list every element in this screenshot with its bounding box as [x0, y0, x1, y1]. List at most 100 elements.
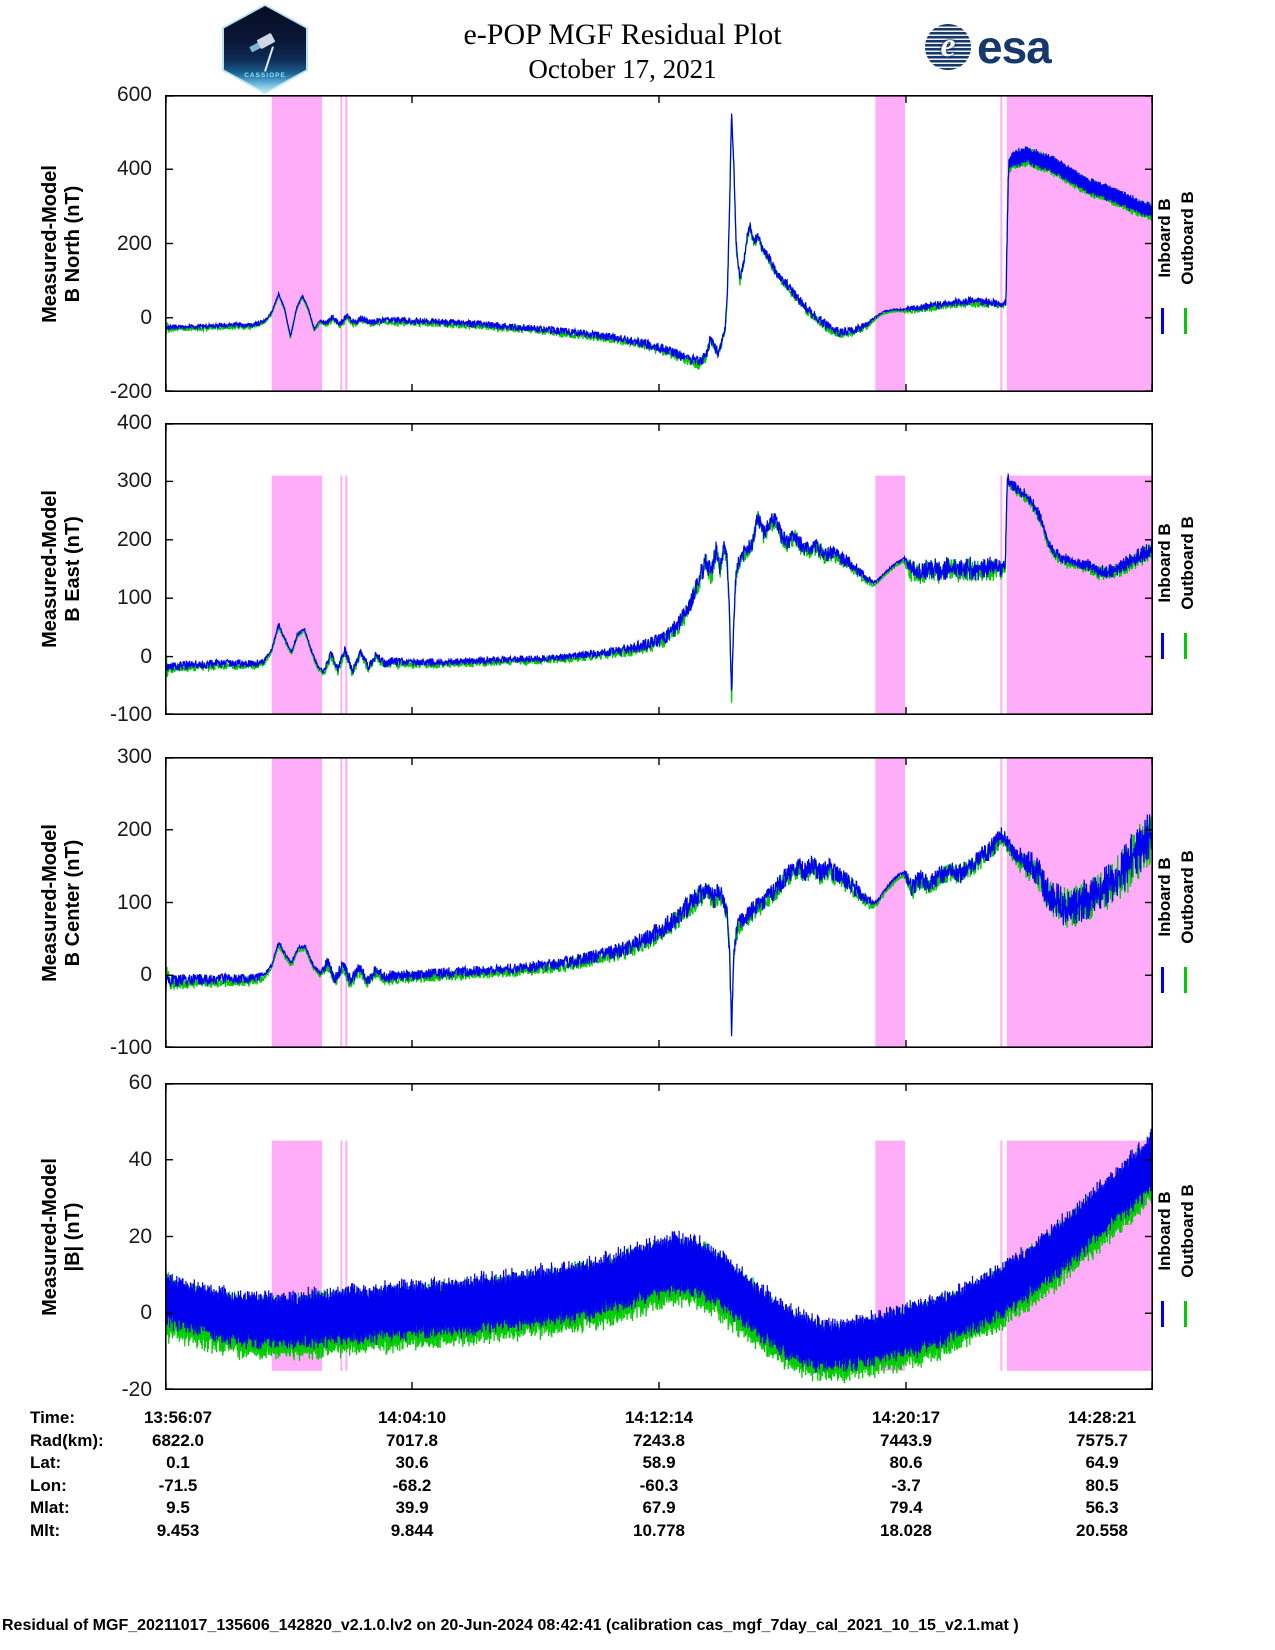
table-cell: -71.5	[158, 1475, 198, 1495]
page-subtitle: October 17, 2021	[528, 54, 717, 84]
quiet-interval-band	[345, 1140, 348, 1371]
y-tick-label: 400	[116, 411, 152, 434]
table-cell: 80.6	[889, 1453, 923, 1473]
legend-inboard-label: Inboard B	[1155, 523, 1174, 603]
ylabel-b-north: Measured-Model B North (nT)	[39, 165, 85, 323]
y-tick-label: 600	[116, 83, 152, 106]
y-tick-label: -100	[109, 1036, 152, 1059]
panel-b-east-plot	[165, 423, 1153, 715]
table-cell: 13:56:07	[143, 1408, 213, 1427]
ylabel-b-magnitude: Measured-Model |B| (nT)	[39, 1158, 85, 1316]
satellite-boom-icon	[264, 46, 274, 72]
legend-inboard-dash	[1161, 307, 1164, 334]
legend-outboard-label: Outboard B	[1178, 516, 1197, 610]
ylabel-line1: Measured-Model	[39, 1157, 61, 1316]
table-cell: -3.7	[891, 1475, 921, 1495]
y-tick-label: -20	[121, 1378, 152, 1401]
source-caption: Residual of MGF_20211017_135606_142820_v…	[2, 1617, 1019, 1634]
quiet-interval-band	[271, 757, 323, 1048]
table-cell: 7575.7	[1076, 1430, 1128, 1450]
panel-b-north-plot	[165, 95, 1153, 392]
table-row-label: Lon:	[30, 1475, 67, 1495]
ylabel-line2: B Center (nT)	[62, 839, 84, 966]
inboard-b-trace	[165, 1128, 1153, 1373]
legend-outboard-label: Outboard B	[1178, 1183, 1197, 1278]
legend-inboard-label: Inboard B	[1155, 197, 1174, 278]
quiet-interval-band	[875, 757, 906, 1048]
legend-outboard-dash	[1184, 307, 1187, 334]
legend-inboard-label: Inboard B	[1155, 856, 1174, 937]
table-cell: 56.3	[1085, 1498, 1119, 1518]
table-cell: 7243.8	[633, 1430, 685, 1450]
table-cell: 7017.8	[386, 1430, 438, 1450]
y-tick-label: 200	[116, 527, 152, 551]
esa-logo: e esa	[925, 20, 1052, 74]
y-tick-label: 60	[128, 1071, 152, 1094]
inboard-b-trace	[165, 814, 1153, 1037]
legend-outboard-dash	[1184, 1300, 1187, 1327]
legend-inboard-dash	[1161, 633, 1164, 659]
legend-inboard-dash	[1161, 966, 1164, 993]
quiet-interval-band	[340, 475, 343, 715]
table-cell: 14:20:17	[871, 1408, 941, 1427]
table-cell: 14:04:10	[377, 1408, 447, 1427]
y-tick-label: 40	[128, 1147, 152, 1171]
y-tick-label: 0	[140, 305, 152, 329]
table-cell: 39.9	[395, 1498, 429, 1518]
y-tick-label: 100	[116, 586, 152, 610]
table-row-label: Mlt:	[30, 1521, 61, 1540]
y-tick-label: -200	[109, 380, 152, 403]
quiet-interval-band	[345, 95, 348, 392]
table-cell: 0.1	[166, 1453, 190, 1473]
quiet-interval-band	[340, 95, 343, 392]
legend-inboard-label: Inboard B	[1155, 1190, 1174, 1271]
table-cell: 6822.0	[152, 1430, 204, 1450]
ylabel-line1: Measured-Model	[39, 490, 61, 648]
y-tick-label: 0	[140, 1301, 152, 1325]
table-cell: -60.3	[639, 1475, 679, 1495]
quiet-interval-band	[345, 475, 348, 715]
legend-outboard-dash	[1184, 633, 1187, 659]
esa-globe-icon: e	[925, 24, 971, 70]
cassiope-label: CASSIOPE	[244, 72, 286, 79]
table-cell: 9.5	[166, 1498, 190, 1518]
legend-inboard-dash	[1161, 1300, 1164, 1327]
table-cell: 79.4	[889, 1498, 923, 1518]
y-tick-label: 20	[128, 1224, 152, 1248]
quiet-interval-band	[340, 757, 343, 1048]
table-row-label: Mlat:	[30, 1498, 70, 1518]
table-row-label: Time:	[30, 1408, 76, 1427]
table-cell: 14:12:14	[624, 1408, 694, 1427]
y-tick-label: 0	[140, 963, 152, 987]
quiet-interval-band	[1000, 1140, 1003, 1371]
y-tick-label: -100	[109, 703, 152, 726]
y-tick-label: 0	[140, 644, 152, 668]
panel-b-magnitude-plot	[165, 1083, 1153, 1390]
table-cell: 14:28:21	[1067, 1408, 1137, 1427]
table-row-label: Lat:	[30, 1453, 62, 1473]
quiet-interval-band	[340, 1140, 343, 1371]
quiet-interval-band	[1000, 95, 1003, 392]
quiet-interval-band	[1006, 95, 1153, 392]
ylabel-line2: B East (nT)	[62, 516, 84, 622]
table-cell: 9.844	[390, 1521, 434, 1540]
table-cell: 20.558	[1076, 1521, 1128, 1540]
quiet-interval-band	[1006, 475, 1153, 715]
y-tick-label: 400	[116, 157, 152, 181]
legend-outboard-label: Outboard B	[1178, 849, 1197, 944]
quiet-interval-band	[1000, 475, 1003, 715]
table-cell: -68.2	[392, 1475, 432, 1495]
table-cell: 18.028	[880, 1521, 932, 1540]
legend-outboard-dash	[1184, 966, 1187, 993]
table-cell: 80.5	[1085, 1475, 1119, 1495]
ylabel-line2: |B| (nT)	[62, 1202, 84, 1271]
table-cell: 67.9	[642, 1498, 676, 1518]
panel-b-center-plot	[165, 757, 1153, 1048]
quiet-interval-band	[875, 95, 906, 392]
y-tick-label: 200	[116, 231, 152, 255]
quiet-interval-band	[1000, 757, 1003, 1048]
table-cell: 9.453	[156, 1521, 200, 1540]
quiet-interval-band	[271, 475, 323, 715]
table-cell: 64.9	[1085, 1453, 1119, 1473]
